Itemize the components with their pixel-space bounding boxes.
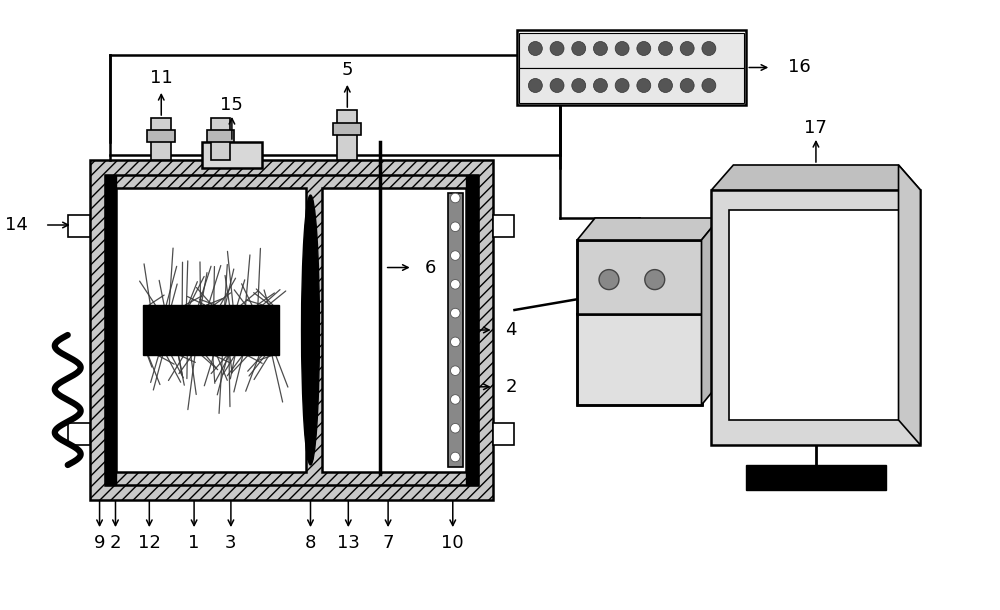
Circle shape (645, 270, 665, 290)
Bar (746, 465, 886, 490)
Bar (116, 188, 306, 472)
Bar (322, 188, 466, 472)
Text: 8: 8 (305, 534, 316, 552)
Circle shape (450, 366, 460, 376)
Text: 2: 2 (506, 378, 517, 396)
Text: 17: 17 (804, 119, 827, 137)
Bar (105, 175, 116, 485)
Circle shape (659, 79, 672, 93)
Bar (147, 130, 175, 142)
Bar (577, 240, 702, 314)
Bar (143, 305, 279, 355)
Text: 12: 12 (138, 534, 161, 552)
Bar (517, 30, 746, 105)
Text: 5: 5 (342, 61, 353, 79)
Circle shape (615, 41, 629, 56)
Circle shape (702, 79, 716, 93)
Circle shape (450, 308, 460, 318)
Text: 3: 3 (225, 534, 237, 552)
Bar (333, 123, 361, 135)
Bar (202, 142, 262, 168)
Bar (207, 130, 234, 142)
Text: 9: 9 (94, 534, 105, 552)
Bar (68, 215, 90, 237)
Text: 15: 15 (220, 96, 243, 114)
Circle shape (680, 41, 694, 56)
Bar (519, 68, 744, 103)
Bar (68, 423, 90, 445)
Bar (729, 210, 902, 420)
Circle shape (450, 222, 460, 232)
Circle shape (702, 41, 716, 56)
Bar (466, 175, 478, 485)
Text: 13: 13 (337, 534, 360, 552)
Polygon shape (577, 218, 719, 240)
Polygon shape (702, 218, 719, 405)
Bar (90, 160, 493, 500)
Bar (519, 33, 744, 68)
Circle shape (572, 79, 586, 93)
Text: 16: 16 (788, 59, 811, 76)
Circle shape (528, 79, 542, 93)
Circle shape (572, 41, 586, 56)
Circle shape (599, 270, 619, 290)
Circle shape (593, 79, 607, 93)
Circle shape (450, 337, 460, 346)
Circle shape (637, 79, 651, 93)
Bar (493, 215, 514, 237)
Text: 6: 6 (425, 259, 436, 276)
Bar (577, 314, 702, 405)
Bar (493, 423, 514, 445)
Text: 14: 14 (5, 216, 28, 234)
Circle shape (637, 41, 651, 56)
Circle shape (450, 395, 460, 404)
Bar (448, 193, 463, 467)
Bar (151, 118, 171, 160)
Circle shape (615, 79, 629, 93)
Text: 11: 11 (150, 69, 173, 87)
Text: 2: 2 (110, 534, 121, 552)
Bar (105, 175, 478, 485)
Circle shape (450, 251, 460, 260)
Bar (577, 240, 702, 405)
Circle shape (450, 452, 460, 462)
Text: 1: 1 (188, 534, 200, 552)
Circle shape (450, 193, 460, 203)
Circle shape (659, 41, 672, 56)
Polygon shape (711, 165, 920, 190)
Circle shape (528, 41, 542, 56)
Bar (711, 190, 920, 445)
Bar (211, 118, 230, 160)
Circle shape (680, 79, 694, 93)
Circle shape (550, 41, 564, 56)
Bar (337, 110, 357, 160)
Text: 10: 10 (441, 534, 464, 552)
Circle shape (450, 423, 460, 433)
Circle shape (593, 41, 607, 56)
Text: 4: 4 (506, 321, 517, 339)
Polygon shape (899, 165, 920, 445)
Circle shape (550, 79, 564, 93)
Circle shape (450, 279, 460, 289)
Ellipse shape (302, 195, 319, 465)
Text: 7: 7 (382, 534, 394, 552)
